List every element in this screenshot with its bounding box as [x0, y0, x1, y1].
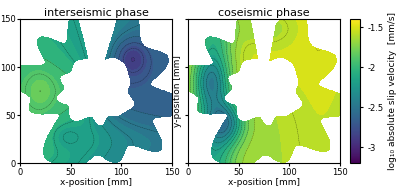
Title: interseismic phase: interseismic phase [44, 8, 148, 18]
Y-axis label: log₁₀ absolute slip velocity  [mm/s]: log₁₀ absolute slip velocity [mm/s] [388, 12, 397, 170]
X-axis label: x-position [mm]: x-position [mm] [228, 178, 300, 187]
Title: coseismic phase: coseismic phase [218, 8, 310, 18]
Y-axis label: y-position [mm]: y-position [mm] [174, 55, 182, 127]
X-axis label: x-position [mm]: x-position [mm] [60, 178, 132, 187]
